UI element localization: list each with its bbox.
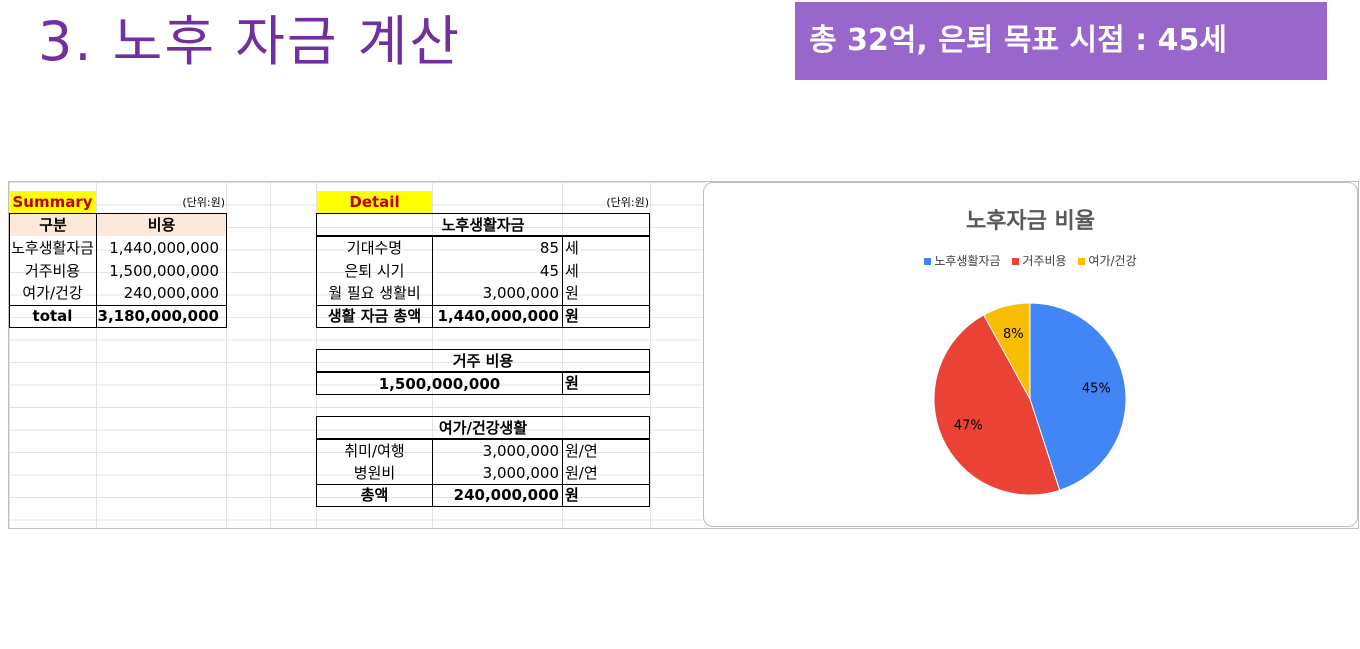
housing-unit: 원 — [565, 374, 579, 392]
housing-value: 1,500,000,000 — [378, 375, 501, 393]
living-row-value: 3,000,000 — [482, 284, 559, 302]
living-row-unit: 원 — [565, 284, 579, 302]
living-table-border — [316, 213, 650, 328]
summary-row-name: 노후생활자금 — [11, 239, 94, 257]
chart-legend: 노후생활자금 거주비용 여가/건강 — [704, 252, 1357, 269]
summary-total-label: total — [32, 307, 73, 325]
pie-slice-1[interactable] — [933, 314, 1061, 496]
pie-slice-2[interactable] — [983, 302, 1031, 400]
leisure-row-value: 3,000,000 — [482, 442, 559, 460]
living-title: 노후생활자금 — [441, 216, 525, 234]
legend-label: 거주비용 — [1022, 254, 1067, 268]
leisure-total-value: 240,000,000 — [453, 486, 559, 504]
pie-data-label: 47% — [954, 419, 983, 434]
goal-badge: 총 32억, 은퇴 목표 시점 : 45세 — [795, 2, 1327, 80]
living-row-value: 85 — [539, 239, 559, 257]
living-total-unit: 원 — [565, 307, 579, 325]
pie-data-label: 8% — [1003, 327, 1024, 342]
living-row-value: 45 — [539, 262, 559, 280]
living-total-value: 1,440,000,000 — [437, 307, 559, 325]
pie-data-label: 45% — [1082, 381, 1111, 396]
legend-item: 거주비용 — [1012, 254, 1067, 268]
summary-unit: (단위:원) — [182, 196, 225, 209]
leisure-row-value: 3,000,000 — [482, 464, 559, 482]
legend-label: 여가/건강 — [1088, 254, 1137, 268]
legend-swatch-0 — [924, 258, 932, 265]
summary-row-value: 1,500,000,000 — [109, 262, 219, 280]
summary-header-category: 구분 — [10, 214, 96, 236]
leisure-table-border — [316, 416, 650, 507]
legend-item: 여가/건강 — [1078, 254, 1137, 268]
summary-row-value: 240,000,000 — [123, 284, 219, 302]
summary-total-value: 3,180,000,000 — [97, 307, 219, 325]
pie-svg: 45% 47% 8% — [933, 302, 1127, 496]
summary-header-cost: 비용 — [97, 214, 226, 236]
leisure-row-name: 병원비 — [353, 464, 396, 482]
summary-table-border — [9, 213, 227, 328]
summary-label: Summary — [9, 191, 96, 213]
detail-unit: (단위:원) — [606, 196, 649, 209]
legend-swatch-1 — [1012, 258, 1020, 265]
leisure-row-unit: 원/연 — [565, 442, 598, 460]
legend-item: 노후생활자금 — [924, 254, 1001, 268]
leisure-row-unit: 원/연 — [565, 464, 598, 482]
pie-chart[interactable]: 노후자금 비율 노후생활자금 거주비용 여가/건강 45% 47% 8% — [703, 182, 1358, 527]
slide-title: 3. 노후 자금 계산 — [38, 10, 462, 73]
detail-label: Detail — [317, 191, 432, 213]
sheet-grid — [9, 182, 704, 528]
legend-label: 노후생활자금 — [934, 254, 1001, 268]
housing-title: 거주 비용 — [452, 352, 514, 370]
summary-row-value: 1,440,000,000 — [109, 239, 219, 257]
summary-row-name: 여가/건강 — [22, 284, 83, 302]
living-row-name: 기대수명 — [346, 239, 403, 257]
living-row-unit: 세 — [565, 239, 579, 257]
living-row-name: 월 필요 생활비 — [328, 284, 421, 302]
leisure-row-name: 취미/여행 — [344, 442, 405, 460]
leisure-total-unit: 원 — [565, 486, 579, 504]
leisure-total-label: 총액 — [360, 486, 389, 504]
legend-swatch-2 — [1078, 258, 1086, 265]
chart-title: 노후자금 비율 — [965, 209, 1096, 234]
leisure-title: 여가/건강생활 — [438, 419, 528, 437]
living-row-unit: 세 — [565, 262, 579, 280]
summary-row-name: 거주비용 — [24, 262, 81, 280]
living-total-label: 생활 자금 총액 — [327, 307, 422, 325]
pie-slice-0[interactable] — [1029, 302, 1127, 491]
living-row-name: 은퇴 시기 — [344, 262, 405, 280]
